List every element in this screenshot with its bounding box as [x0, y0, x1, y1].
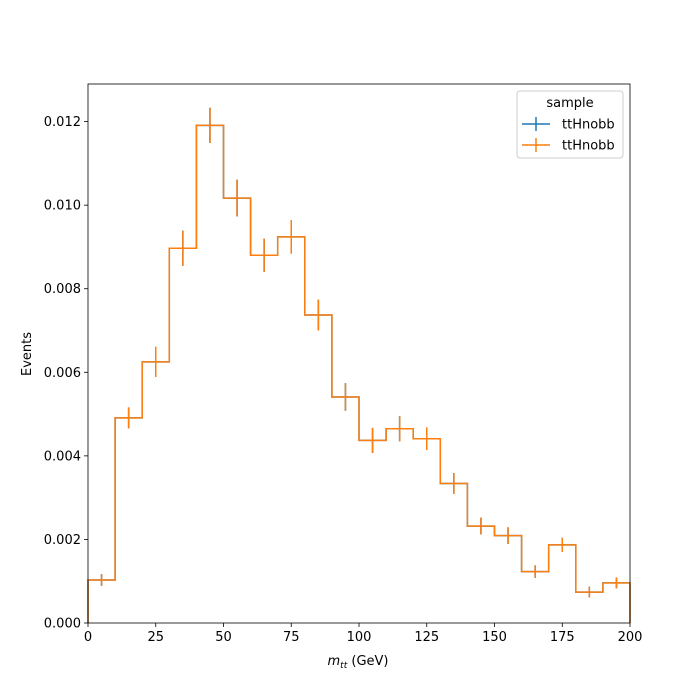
x-axis-label-unit: (GeV): [347, 654, 388, 669]
legend: sample ttHnobb ttHnobb: [516, 90, 624, 159]
y-tick-label: 0.006: [44, 366, 81, 381]
series-2: [87, 107, 631, 623]
legend-entry-2: ttHnobb: [522, 138, 615, 154]
y-tick-label: 0.010: [44, 199, 81, 214]
x-axis-label-main: m: [328, 654, 341, 669]
x-axis-label: mtt (GeV): [328, 654, 389, 671]
y-axis-label: Events: [20, 332, 35, 376]
series-layer: [87, 107, 631, 623]
y-axis: 0.000 0.002 0.004 0.006 0.008 0.010 0.012: [44, 115, 88, 632]
legend-entries: ttHnobb ttHnobb: [522, 117, 615, 154]
x-tick-label: 0: [84, 630, 92, 645]
y-tick-label: 0.002: [44, 533, 81, 548]
x-tick-label: 125: [414, 630, 439, 645]
histogram-step-line: [87, 124, 631, 623]
y-tick-label: 0.000: [44, 617, 81, 632]
plot-background: [88, 84, 630, 623]
y-tick-label: 0.004: [44, 449, 81, 464]
x-tick-label: 175: [550, 630, 575, 645]
legend-box: [516, 90, 624, 159]
y-tick-label: 0.008: [44, 282, 81, 297]
x-tick-label: 150: [482, 630, 507, 645]
legend-title: sample: [546, 96, 593, 111]
x-tick-label: 25: [147, 630, 164, 645]
legend-entry-1: ttHnobb: [522, 117, 615, 133]
legend-label: ttHnobb: [562, 139, 615, 154]
plot-area: [88, 84, 630, 623]
x-tick-label: 75: [283, 630, 300, 645]
x-axis-label-sub: tt: [340, 661, 348, 671]
legend-label: ttHnobb: [562, 118, 615, 133]
x-tick-label: 100: [347, 630, 372, 645]
x-tick-label: 50: [215, 630, 232, 645]
x-tick-label: 200: [618, 630, 643, 645]
x-axis: 0 25 50 75 100 125 150 175 200: [84, 623, 643, 645]
y-tick-label: 0.012: [44, 115, 81, 130]
